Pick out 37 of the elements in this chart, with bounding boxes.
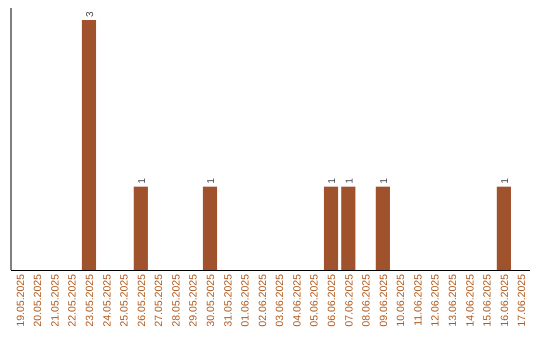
- x-tick-label: 05.06.2025: [308, 274, 321, 327]
- x-tick-label: 08.06.2025: [360, 274, 373, 327]
- x-tick-label: 06.06.2025: [326, 274, 338, 327]
- x-tick-label: 10.06.2025: [395, 274, 408, 327]
- x-tick-label: 20.05.2025: [32, 274, 44, 327]
- x-tick-label: 19.05.2025: [14, 274, 27, 327]
- x-tick-label: 14.06.2025: [464, 274, 476, 327]
- x-tick-label: 28.05.2025: [170, 274, 182, 327]
- x-tick-label: 12.06.2025: [430, 274, 442, 327]
- x-tick-label: 29.05.2025: [188, 274, 200, 327]
- x-tick-label: 23.05.2025: [84, 274, 96, 327]
- data-label: 1: [136, 178, 148, 184]
- data-label: 1: [327, 178, 338, 184]
- x-tick-label: 27.05.2025: [153, 274, 166, 327]
- x-tick-label: 26.05.2025: [136, 274, 148, 327]
- x-tick-label: 09.06.2025: [378, 274, 390, 327]
- x-tick-label: 30.05.2025: [204, 274, 217, 327]
- x-tick-label: 24.05.2025: [101, 274, 114, 327]
- data-label: 1: [206, 178, 217, 184]
- x-tick-label: 04.06.2025: [291, 274, 304, 327]
- x-tick-label: 21.05.2025: [49, 274, 62, 327]
- data-label: 1: [344, 178, 356, 184]
- x-tick-label: 22.05.2025: [66, 274, 79, 327]
- x-tick-label: 01.06.2025: [240, 274, 252, 327]
- data-label: 3: [84, 11, 96, 17]
- data-label: 1: [378, 178, 390, 184]
- x-tick-label: 31.05.2025: [222, 274, 234, 327]
- x-tick-label: 15.06.2025: [482, 274, 494, 327]
- x-tick-label: 03.06.2025: [274, 274, 286, 327]
- x-tick-label: 07.06.2025: [343, 274, 356, 327]
- x-tick-label: 17.06.2025: [516, 274, 528, 327]
- x-tick-label: 25.05.2025: [118, 274, 131, 327]
- x-tick-label: 02.06.2025: [256, 274, 269, 327]
- data-label: 1: [500, 178, 511, 184]
- x-tick-label: 11.06.2025: [412, 274, 424, 326]
- x-tick-label: 13.06.2025: [447, 274, 460, 327]
- x-tick-label: 16.06.2025: [498, 274, 511, 327]
